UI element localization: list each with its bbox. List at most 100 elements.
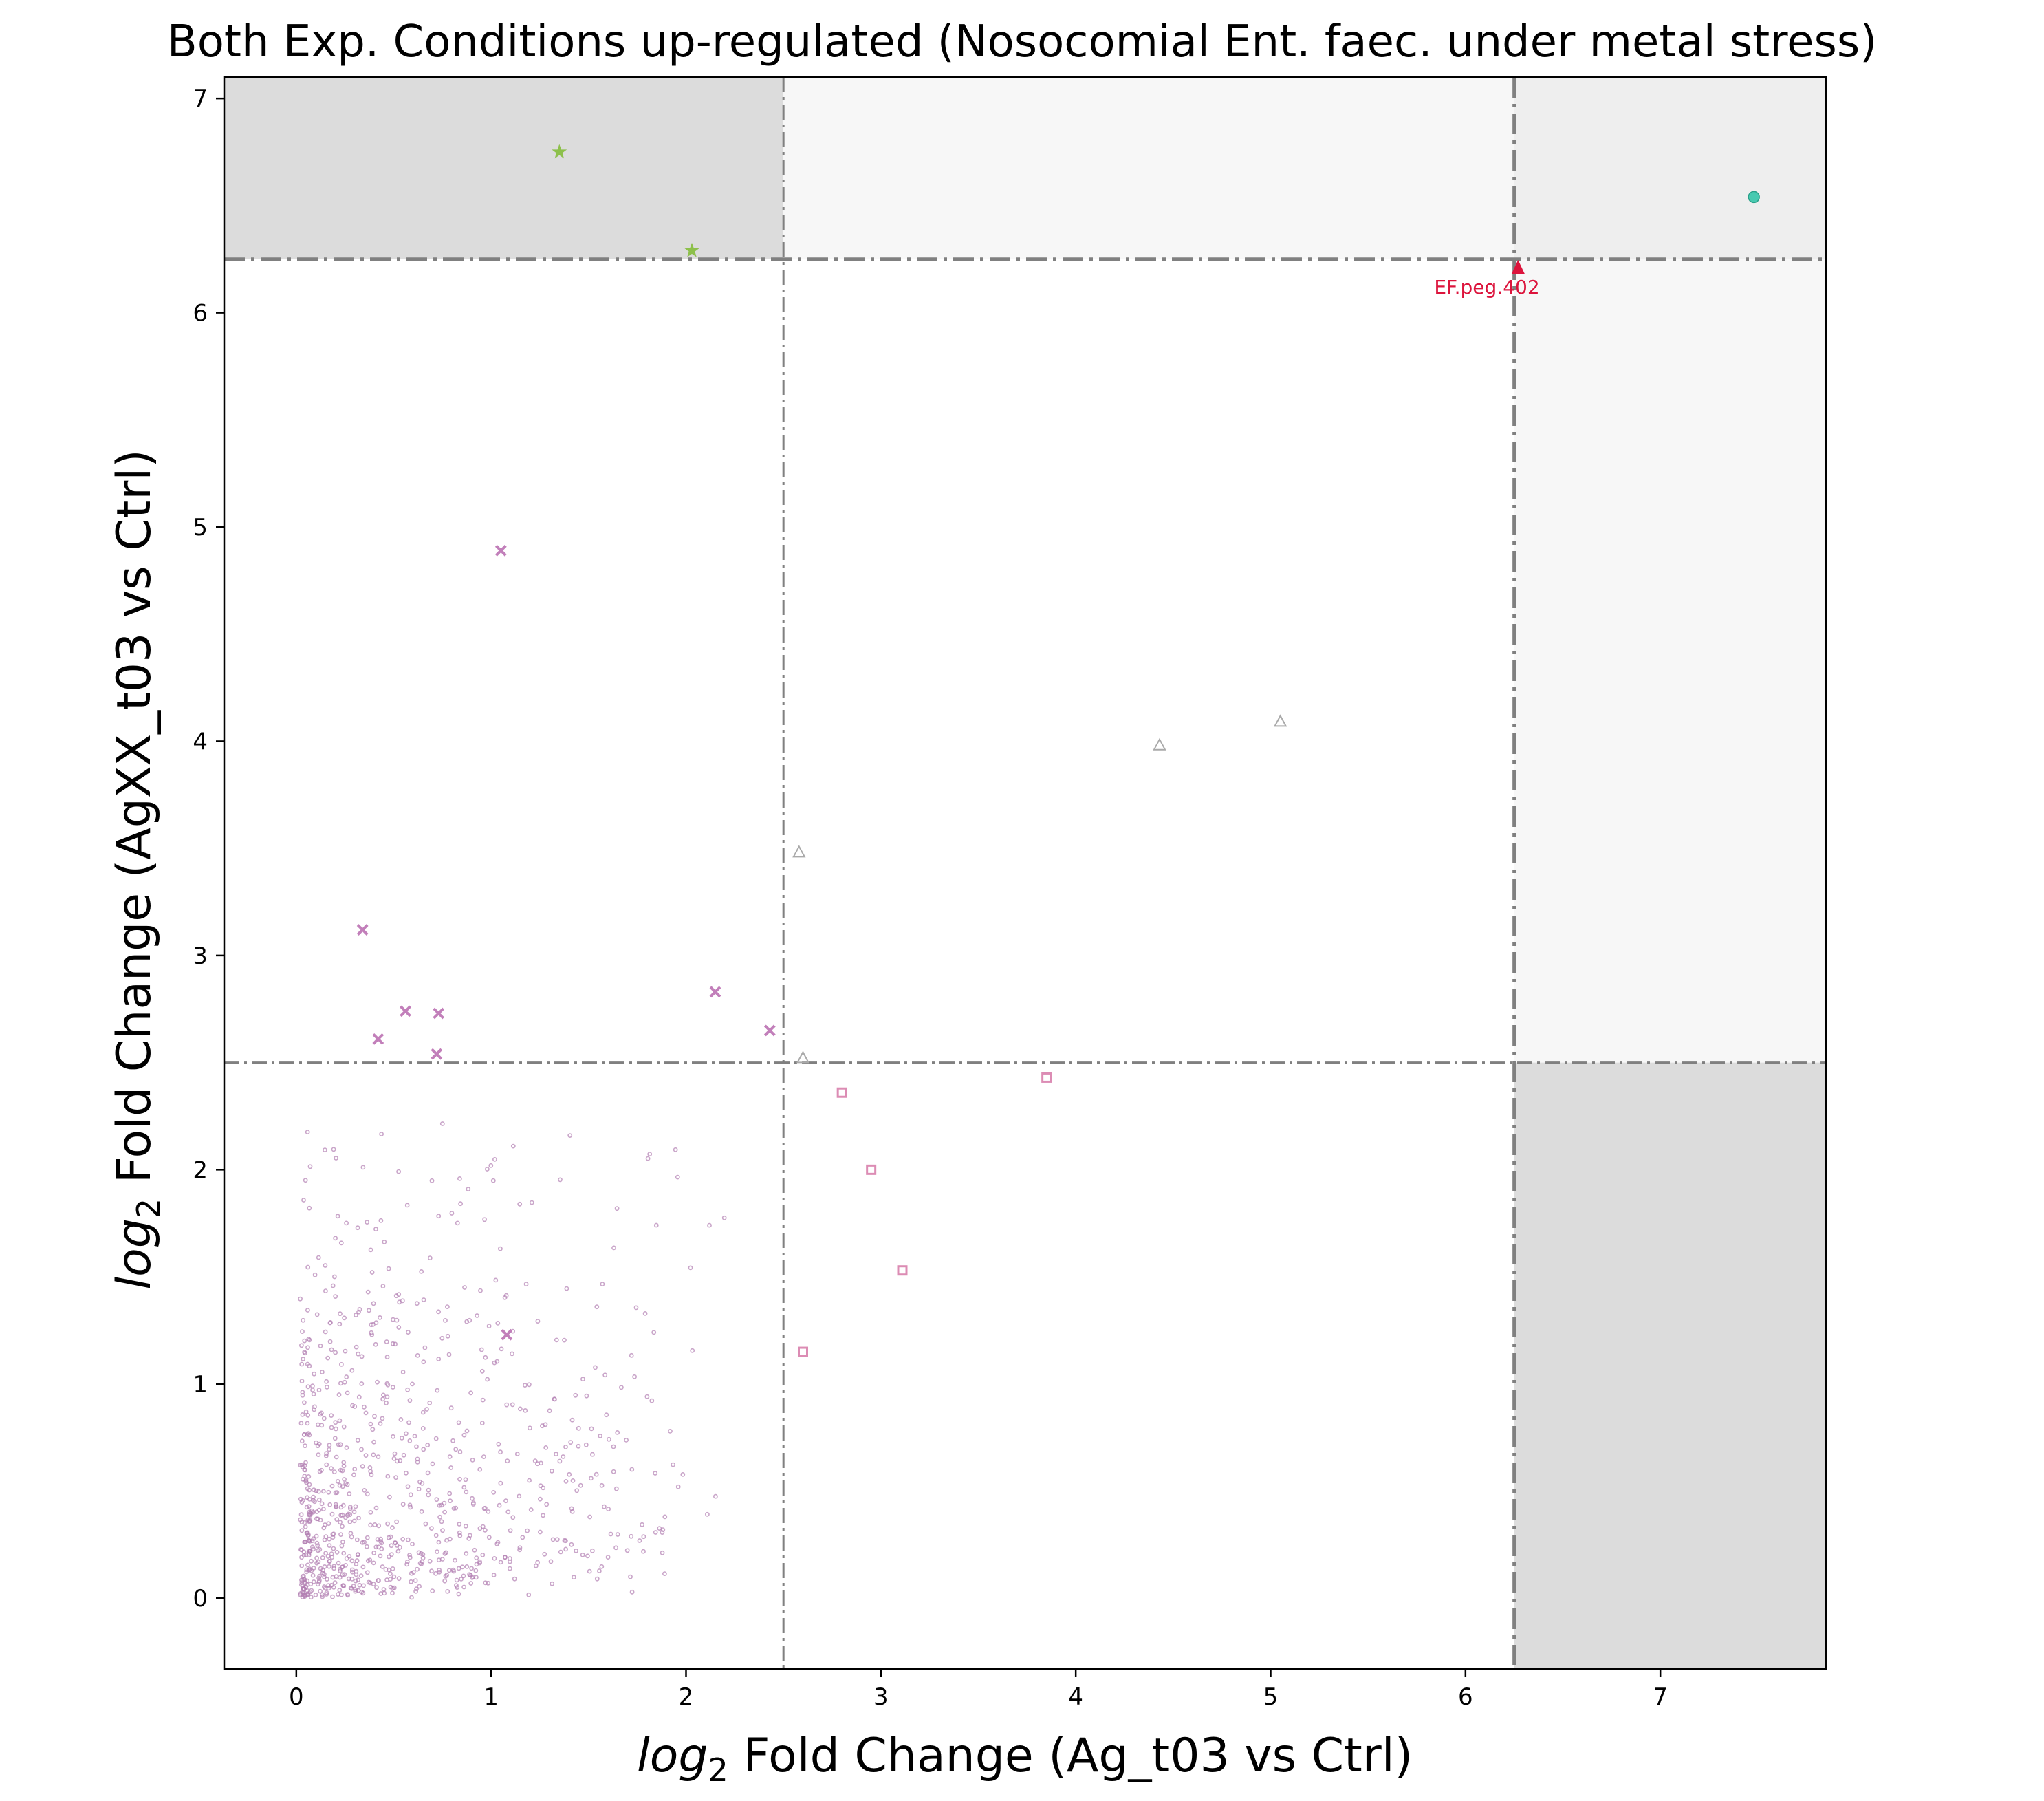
background-point <box>299 1528 305 1533</box>
background-point <box>371 1550 377 1555</box>
background-point <box>373 1341 378 1347</box>
background-point <box>419 1509 424 1514</box>
background-point <box>446 1568 452 1573</box>
chart-title: Both Exp. Conditions up-regulated (Nosoc… <box>167 17 1877 67</box>
background-point <box>378 1421 383 1426</box>
background-point <box>330 1535 336 1540</box>
background-point <box>309 1508 314 1513</box>
x-tick-label: 0 <box>289 1683 304 1711</box>
background-point <box>439 1519 444 1524</box>
background-point <box>401 1452 406 1458</box>
background-point <box>300 1390 305 1395</box>
background-point <box>300 1412 305 1417</box>
background-point <box>404 1203 410 1208</box>
background-point <box>355 1225 360 1231</box>
background-point <box>554 1452 558 1457</box>
background-point <box>479 1368 485 1374</box>
background-point <box>439 1335 445 1341</box>
y-axis-label-text: Fold Change (AgXX_t03 vs Ctrl) <box>107 449 162 1198</box>
background-point <box>662 1514 668 1520</box>
background-point <box>333 1426 338 1432</box>
background-point <box>420 1410 426 1415</box>
background-point <box>303 1443 307 1449</box>
background-point <box>429 1568 434 1574</box>
background-point <box>490 1178 496 1183</box>
background-point <box>319 1370 325 1374</box>
triangle-marker-point <box>1153 737 1166 751</box>
background-point <box>306 1474 312 1479</box>
triangle-marker-point <box>796 1050 810 1064</box>
background-point <box>343 1481 349 1487</box>
y-tick-label: 6 <box>193 300 208 327</box>
background-point <box>340 1583 346 1588</box>
background-point <box>641 1534 646 1540</box>
background-point <box>523 1408 528 1413</box>
background-point <box>443 1573 448 1579</box>
background-point <box>416 1550 422 1555</box>
background-point <box>414 1586 419 1592</box>
background-point <box>349 1558 355 1564</box>
background-point <box>453 1557 457 1563</box>
background-point <box>347 1491 352 1496</box>
background-point <box>611 1444 616 1449</box>
background-point <box>307 1432 312 1438</box>
background-point <box>327 1320 333 1326</box>
background-point <box>589 1426 594 1432</box>
background-point <box>502 1295 508 1300</box>
highlighted-points <box>356 144 1760 1357</box>
background-point <box>307 1549 312 1554</box>
background-point <box>358 1573 364 1578</box>
background-point <box>510 1402 515 1408</box>
background-point <box>602 1372 608 1378</box>
background-point <box>451 1506 457 1511</box>
background-point <box>333 1502 338 1507</box>
region-bottom-right <box>1514 1062 1826 1669</box>
background-point <box>420 1480 425 1486</box>
background-point <box>376 1454 381 1459</box>
background-point <box>398 1458 403 1463</box>
background-point <box>386 1567 391 1573</box>
background-point <box>444 1550 448 1555</box>
background-point <box>447 1491 453 1496</box>
background-point <box>597 1568 602 1573</box>
background-point <box>569 1542 574 1547</box>
background-point <box>316 1452 321 1457</box>
background-point <box>411 1570 416 1575</box>
background-point <box>420 1552 426 1557</box>
background-point <box>510 1515 516 1520</box>
background-point <box>321 1416 327 1421</box>
background-point <box>329 1347 334 1352</box>
background-point <box>474 1555 479 1560</box>
x-marker-point <box>494 544 507 557</box>
background-point <box>360 1590 366 1596</box>
background-point <box>498 1480 503 1486</box>
background-point <box>391 1434 395 1439</box>
background-point <box>373 1227 378 1232</box>
background-point <box>298 1296 303 1302</box>
background-point <box>462 1285 467 1290</box>
background-point <box>649 1398 655 1403</box>
background-point <box>642 1311 648 1316</box>
background-point <box>380 1564 385 1569</box>
background-point <box>538 1496 543 1502</box>
y-tick-label: 2 <box>193 1156 208 1184</box>
background-point <box>319 1423 325 1428</box>
x-marker-point <box>431 1048 443 1060</box>
background-point <box>300 1476 305 1482</box>
background-point <box>340 1572 345 1577</box>
background-point <box>369 1270 375 1275</box>
background-point <box>492 1555 497 1561</box>
background-point <box>307 1518 312 1524</box>
background-point <box>332 1436 338 1441</box>
background-point <box>448 1498 453 1504</box>
background-point <box>298 1512 304 1518</box>
background-point <box>306 1538 312 1543</box>
background-point <box>525 1528 530 1533</box>
background-point <box>425 1470 431 1476</box>
background-point <box>458 1201 463 1207</box>
background-point <box>351 1472 356 1478</box>
background-point <box>350 1403 355 1408</box>
background-point <box>611 1245 616 1251</box>
background-point <box>554 1537 560 1542</box>
